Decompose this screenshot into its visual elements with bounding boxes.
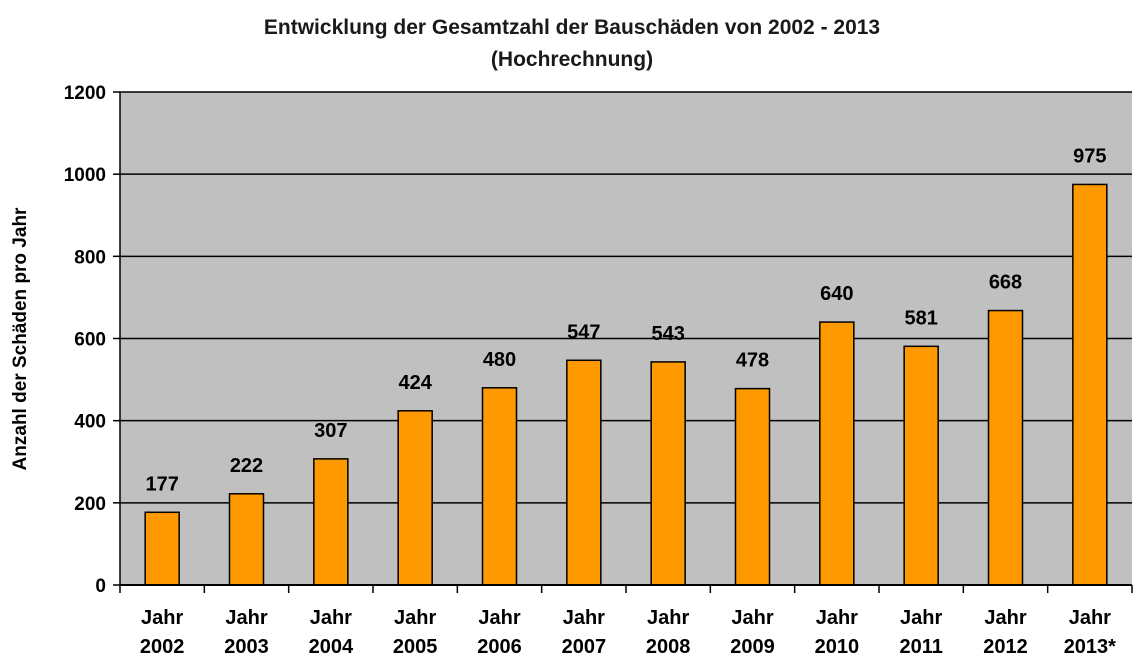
gridlines: [120, 91, 1132, 504]
x-tick-label: Jahr: [141, 607, 183, 629]
x-tick-label: Jahr: [563, 607, 605, 629]
data-label: 222: [230, 455, 263, 477]
bar: [228, 493, 265, 586]
x-tick-label: 2007: [562, 636, 607, 658]
x-tick-label: 2004: [309, 636, 354, 658]
data-label: 424: [398, 372, 432, 394]
y-axis-label: Anzahl der Schäden pro Jahr: [10, 207, 31, 470]
x-tick-label: 2010: [815, 636, 860, 658]
data-label: 480: [483, 349, 516, 371]
data-label: 668: [989, 272, 1022, 294]
data-label: 543: [651, 323, 684, 345]
x-tick-label: Jahr: [225, 607, 267, 629]
data-label: 547: [567, 321, 600, 343]
x-tick-label: 2006: [477, 636, 522, 658]
chart-title: Entwicklung der Gesamtzahl der Bauschäde…: [264, 16, 880, 39]
x-tick-label: 2011: [899, 636, 942, 658]
bar: [397, 410, 433, 586]
bar: [650, 361, 686, 586]
bar: [819, 321, 855, 586]
bar: [144, 511, 180, 586]
x-tick-label: 2005: [393, 636, 438, 658]
bar: [1072, 183, 1108, 586]
x-tick-label: 2002: [140, 636, 185, 658]
data-labels: 177 222 307 424 480 547 543 478 640 581 668 975: [145, 145, 1106, 495]
data-label: 640: [820, 283, 853, 305]
y-tick-label: 800: [74, 247, 106, 268]
x-tick-label: 2013*: [1064, 636, 1116, 658]
y-tick-label: 600: [74, 330, 106, 351]
data-label: 975: [1073, 145, 1106, 167]
x-tick-label: Jahr: [731, 607, 773, 629]
x-tick-label: Jahr: [478, 607, 520, 629]
bar: [734, 387, 771, 586]
bar: [481, 387, 518, 586]
bar: [903, 345, 939, 586]
x-tick-label: 2009: [730, 636, 775, 658]
data-label: 307: [314, 420, 347, 442]
x-tick-label: Jahr: [310, 607, 352, 629]
x-tick-label: 2008: [646, 636, 691, 658]
x-tick-label: Jahr: [394, 607, 436, 629]
data-label: 581: [904, 307, 937, 329]
bar: [987, 309, 1024, 586]
y-tick-label: 0: [95, 576, 106, 597]
y-tick-label: 200: [74, 494, 106, 515]
y-tick-label: 1000: [64, 165, 106, 186]
bars: [144, 183, 1108, 586]
y-tick-label: 400: [74, 412, 106, 433]
y-axis: 0 200 400 600 800 1000 1200: [64, 83, 121, 597]
data-label: 478: [736, 350, 769, 372]
bar: [566, 359, 602, 586]
data-label: 177: [145, 473, 178, 495]
x-tick-label: 2012: [983, 636, 1028, 658]
chart-subtitle: (Hochrechnung): [491, 48, 653, 71]
x-tick-label: Jahr: [900, 607, 942, 629]
bar: [313, 458, 349, 586]
x-tick-label: Jahr: [1069, 607, 1111, 629]
x-tick-label: Jahr: [816, 607, 858, 629]
y-tick-label: 1200: [64, 83, 106, 104]
x-axis: Jahr 2002 Jahr 2003 Jahr 2004 Jahr 2005 Jahr 2006…: [119, 584, 1133, 658]
x-tick-label: 2003: [224, 636, 269, 658]
x-tick-label: Jahr: [647, 607, 689, 629]
x-tick-label: Jahr: [984, 607, 1026, 629]
